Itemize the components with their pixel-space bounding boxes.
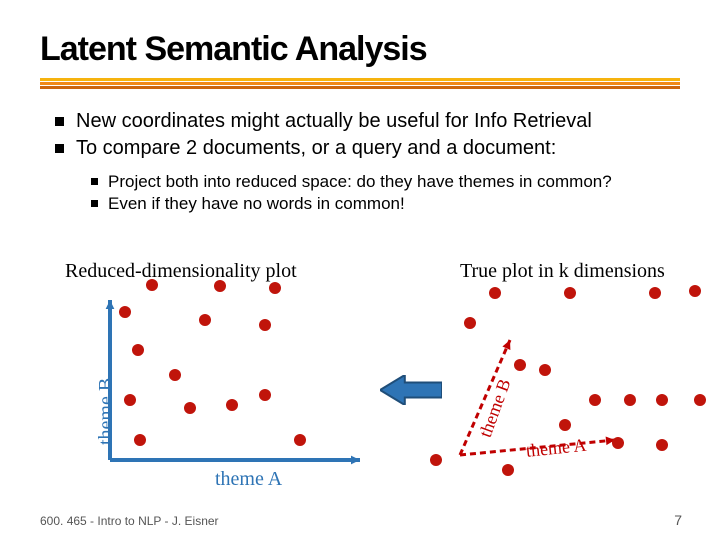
- data-point: [146, 279, 158, 291]
- data-point: [539, 364, 551, 376]
- left-ylabel: theme B: [95, 378, 118, 445]
- right-plot: theme B theme A: [400, 285, 710, 495]
- bullet-l1: New coordinates might actually be useful…: [55, 110, 612, 133]
- left-xlabel: theme A: [215, 468, 282, 491]
- data-point: [124, 394, 136, 406]
- data-point: [656, 394, 668, 406]
- data-point: [649, 287, 661, 299]
- right-plot-title: True plot in k dimensions: [460, 260, 665, 283]
- bullet-square-icon: [55, 117, 64, 126]
- data-point: [612, 437, 624, 449]
- data-point: [564, 287, 576, 299]
- data-point: [694, 394, 706, 406]
- underline-band-2: [40, 82, 680, 85]
- data-point: [259, 319, 271, 331]
- data-point: [559, 419, 571, 431]
- data-point: [119, 306, 131, 318]
- data-point: [134, 434, 146, 446]
- title-underline: [40, 78, 680, 88]
- underline-band-1: [40, 78, 680, 81]
- data-point: [489, 287, 501, 299]
- data-point: [294, 434, 306, 446]
- bullet-text: New coordinates might actually be useful…: [76, 110, 592, 133]
- data-point: [259, 389, 271, 401]
- bullet-l2: Even if they have no words in common!: [91, 194, 612, 214]
- projection-arrow: [380, 375, 442, 405]
- bullet-text: To compare 2 documents, or a query and a…: [76, 137, 556, 160]
- data-point: [430, 454, 442, 466]
- arrow-icon: [380, 375, 442, 405]
- data-point: [514, 359, 526, 371]
- data-point: [132, 344, 144, 356]
- data-point: [226, 399, 238, 411]
- bullet-text: Even if they have no words in common!: [108, 194, 405, 214]
- data-point: [269, 282, 281, 294]
- underline-band-3: [40, 86, 680, 89]
- slide-title: Latent Semantic Analysis: [40, 30, 427, 69]
- data-point: [184, 402, 196, 414]
- data-point: [199, 314, 211, 326]
- bullet-square-icon: [55, 144, 64, 153]
- data-point: [502, 464, 514, 476]
- data-point: [624, 394, 636, 406]
- bullet-square-icon: [91, 178, 98, 185]
- data-point: [169, 369, 181, 381]
- data-point: [464, 317, 476, 329]
- data-point: [689, 285, 701, 297]
- data-point: [656, 439, 668, 451]
- footer-text: 600. 465 - Intro to NLP - J. Eisner: [40, 514, 219, 528]
- bullet-l2: Project both into reduced space: do they…: [91, 172, 612, 192]
- bullet-square-icon: [91, 200, 98, 207]
- bullet-text: Project both into reduced space: do they…: [108, 172, 612, 192]
- data-point: [589, 394, 601, 406]
- left-plot: theme B theme A: [70, 290, 370, 490]
- right-plot-axes: [400, 285, 710, 495]
- bullet-list: New coordinates might actually be useful…: [55, 110, 612, 216]
- slide-number: 7: [674, 512, 682, 528]
- data-point: [214, 280, 226, 292]
- left-plot-title: Reduced-dimensionality plot: [65, 260, 297, 283]
- bullet-l1: To compare 2 documents, or a query and a…: [55, 137, 612, 160]
